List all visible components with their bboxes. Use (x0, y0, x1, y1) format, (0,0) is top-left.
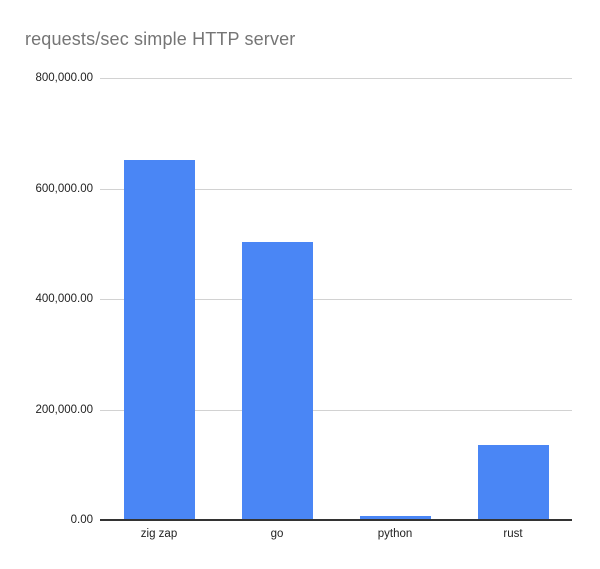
bar-zig-zap[interactable] (123, 159, 195, 520)
gridline (100, 299, 572, 300)
bar-group (123, 78, 195, 520)
gridline (100, 188, 572, 190)
chart-title: requests/sec simple HTTP server (25, 29, 296, 49)
bar-go[interactable] (241, 242, 313, 520)
bar-rust[interactable] (477, 444, 549, 520)
bar-group (477, 78, 549, 520)
bar-group (241, 78, 313, 520)
x-axis-line (100, 519, 572, 521)
plot-area (100, 78, 572, 520)
x-axis-tick-label: python (377, 528, 413, 540)
y-axis-tick-label: 800,000.00 (35, 72, 93, 84)
y-axis-tick-label: 600,000.00 (35, 182, 93, 195)
x-axis-tick-label: zig zap (140, 528, 178, 540)
y-axis-tick-label: 0.00 (70, 514, 93, 526)
x-axis-tick-label: rust (503, 528, 523, 540)
y-axis-tick-label: 200,000.00 (35, 403, 93, 416)
y-axis-tick-label: 400,000.00 (35, 293, 93, 305)
gridline (100, 409, 572, 411)
bar-python[interactable] (359, 516, 431, 520)
x-axis-tick-label: go (270, 528, 284, 540)
x-axis-tick-labels: zig zap go python rust (100, 527, 572, 547)
bar-group (359, 78, 431, 520)
gridline (100, 78, 572, 79)
y-axis-tick-labels: 800,000.00 600,000.00 400,000.00 200,000… (0, 72, 93, 526)
